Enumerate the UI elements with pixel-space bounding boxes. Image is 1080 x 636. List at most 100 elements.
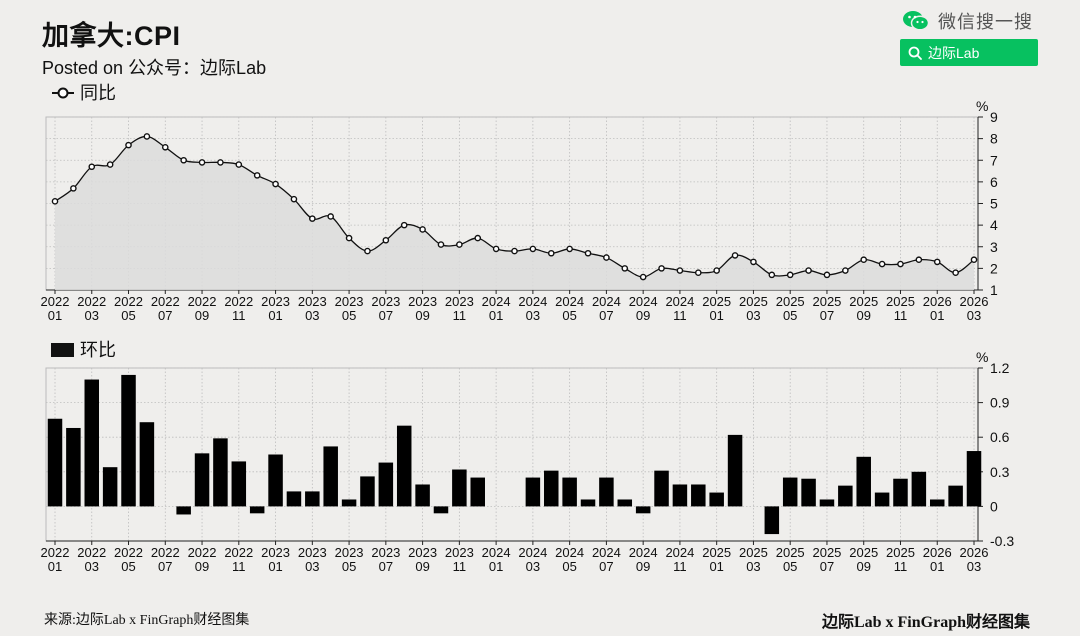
mom-bar [341, 499, 357, 507]
x-tick-month: 09 [636, 559, 650, 574]
x-tick-month: 03 [85, 308, 99, 323]
y-tick-label: -0.3 [990, 533, 1014, 549]
x-tick-month: 01 [930, 559, 944, 574]
mom-bar [782, 477, 798, 507]
x-tick-month: 09 [195, 559, 209, 574]
y-tick-label: 3 [990, 239, 998, 255]
y-tick-label: 0 [990, 498, 998, 514]
mom-bar [378, 462, 394, 507]
x-tick-month: 05 [121, 308, 135, 323]
mom-bar [213, 438, 228, 507]
x-tick-month: 09 [856, 559, 870, 574]
yoy-point [217, 159, 224, 166]
yoy-point [713, 267, 720, 274]
yoy-point [566, 245, 573, 253]
y-tick-label: 0.6 [990, 429, 1010, 445]
yoy-point [327, 213, 335, 220]
mom-bar [305, 491, 320, 507]
x-tick-month: 05 [342, 559, 356, 574]
search-icon [908, 46, 922, 60]
yoy-point [309, 215, 316, 222]
yoy-point [731, 252, 739, 259]
y-tick-label: 9 [990, 109, 998, 125]
x-tick-year: 2024 [555, 294, 584, 309]
x-tick-year: 2024 [482, 294, 511, 309]
x-tick-year: 2022 [224, 545, 253, 560]
yoy-point [658, 265, 665, 272]
x-tick-month: 05 [783, 559, 797, 574]
x-tick-year: 2026 [923, 545, 952, 560]
x-tick-month: 07 [820, 559, 834, 574]
mom-bar [231, 461, 247, 507]
yoy-point [529, 245, 537, 253]
yoy-point [400, 221, 408, 229]
mom-bar [249, 506, 265, 514]
yoy-point [235, 161, 243, 168]
mom-bar [838, 485, 853, 507]
mom-bar [268, 454, 283, 507]
x-tick-year: 2023 [335, 294, 364, 309]
yoy-point [180, 156, 187, 164]
wechat-brand: 微信搜一搜 [902, 8, 1033, 34]
mom-bar [727, 434, 743, 507]
x-tick-year: 2024 [592, 294, 621, 309]
x-tick-month: 01 [709, 308, 723, 323]
x-tick-month: 01 [489, 308, 503, 323]
yoy-point [437, 241, 445, 248]
yoy-point [143, 133, 151, 140]
yoy-point [952, 269, 959, 277]
x-tick-month: 01 [48, 308, 62, 323]
x-tick-month: 03 [85, 559, 99, 574]
mom-bar [654, 470, 669, 507]
x-tick-year: 2025 [812, 294, 841, 309]
x-tick-month: 05 [562, 308, 576, 323]
x-tick-month: 09 [195, 308, 209, 323]
x-tick-year: 2022 [114, 294, 143, 309]
mom-bar [948, 485, 963, 507]
x-tick-month: 03 [746, 559, 760, 574]
yoy-point [474, 234, 482, 242]
x-tick-month: 01 [48, 559, 62, 574]
x-tick-year: 2022 [114, 545, 143, 560]
mom-bar [121, 374, 136, 507]
yoy-point [639, 273, 647, 281]
x-tick-month: 07 [820, 308, 834, 323]
mom-bar [415, 484, 430, 507]
y-tick-label: 2 [990, 260, 998, 276]
y-tick-label: 4 [990, 217, 998, 233]
x-tick-month: 11 [673, 308, 687, 323]
x-tick-year: 2025 [739, 545, 768, 560]
mom-bar [544, 470, 559, 507]
yoy-point [805, 267, 812, 274]
mom-bar [562, 477, 577, 507]
wechat-search-button[interactable]: 边际Lab [900, 39, 1038, 66]
x-tick-year: 2025 [849, 294, 878, 309]
mom-bar [819, 499, 835, 507]
y-tick-label: 0.9 [990, 395, 1010, 411]
x-tick-year: 2026 [960, 294, 989, 309]
yoy-point [161, 143, 169, 151]
x-tick-month: 11 [232, 559, 246, 574]
x-tick-month: 01 [268, 308, 282, 323]
yoy-point [70, 185, 77, 192]
mom-bar [874, 492, 890, 507]
mom-bar [396, 425, 412, 507]
mom-bar [66, 427, 81, 507]
x-tick-month: 07 [158, 308, 172, 323]
x-tick-month: 03 [967, 308, 981, 323]
mom-bar [764, 506, 780, 535]
mom-bar [691, 484, 706, 507]
mom-bar [911, 471, 927, 507]
mom-bar [929, 499, 945, 507]
x-tick-year: 2025 [886, 294, 915, 309]
yoy-point [970, 256, 978, 264]
x-tick-year: 2025 [702, 294, 731, 309]
yoy-point [364, 247, 371, 255]
mom-bar [286, 491, 302, 507]
mom-bar [635, 506, 651, 514]
yoy-point [51, 198, 59, 205]
mom-bar [672, 484, 688, 507]
footer-brand: 边际Lab x FinGraph财经图集 [821, 614, 1030, 631]
yoy-point [584, 249, 592, 257]
mom-bar [176, 506, 191, 515]
